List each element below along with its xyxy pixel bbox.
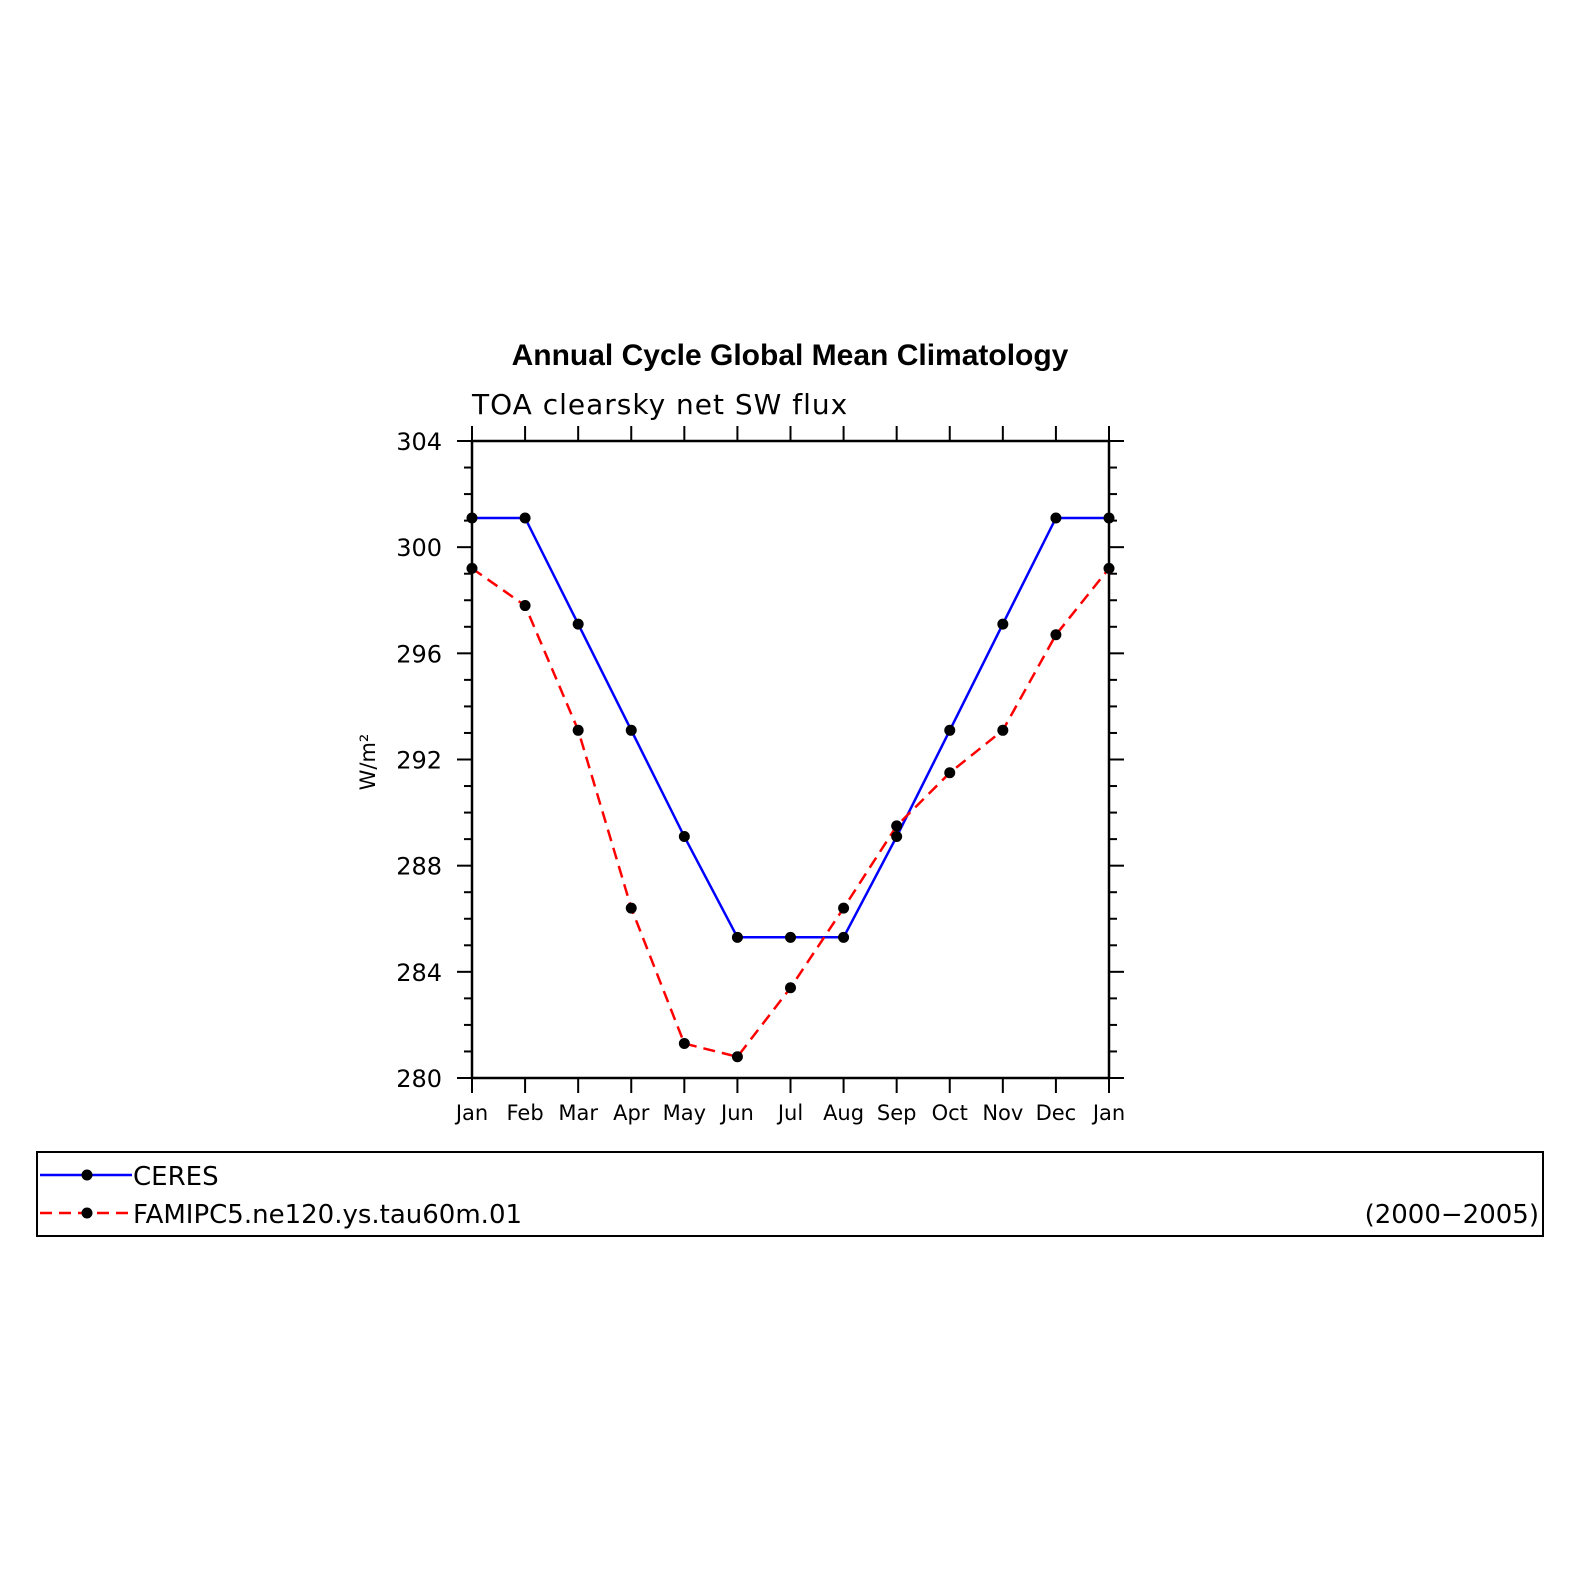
x-tick-label: Feb (506, 1101, 543, 1125)
y-tick-label: 292 (396, 747, 442, 775)
x-tick-label: Jan (1091, 1101, 1125, 1125)
legend-famipc5-marker (81, 1207, 93, 1219)
x-tick-label: Dec (1036, 1101, 1077, 1125)
data-point-famipc5 (731, 1051, 743, 1063)
y-tick-label: 300 (396, 534, 442, 562)
y-tick-label: 296 (396, 640, 442, 668)
data-point-famipc5 (997, 724, 1009, 736)
data-point-famipc5 (1050, 629, 1062, 641)
data-point-ceres (466, 512, 478, 524)
data-point-ceres (625, 724, 637, 736)
data-point-ceres (678, 830, 690, 842)
x-tick-label: Aug (823, 1101, 864, 1125)
y-tick-label: 280 (396, 1065, 442, 1093)
chart-title: Annual Cycle Global Mean Climatology (512, 339, 1069, 372)
data-point-famipc5 (466, 562, 478, 574)
x-tick-label: Sep (877, 1101, 917, 1125)
x-tick-label: Jul (776, 1101, 803, 1125)
legend-ceres-label: CERES (133, 1162, 219, 1192)
legend-entry-famipc5: FAMIPC5.ne120.ys.tau60m.01 (40, 1200, 522, 1230)
data-point-famipc5 (519, 600, 531, 612)
x-tick-label: Mar (558, 1101, 598, 1125)
x-tick-label: Nov (982, 1101, 1023, 1125)
data-point-ceres (838, 931, 850, 943)
data-point-ceres (891, 830, 903, 842)
data-point-famipc5 (785, 982, 796, 994)
legend-period-label: (2000−2005) (1365, 1200, 1539, 1230)
data-point-famipc5 (572, 724, 584, 736)
data-point-ceres (1050, 512, 1062, 524)
plot-area: 280 284 288 292 296 300 304 Jan Feb Mar Apr May Jun J… (396, 426, 1125, 1125)
data-point-famipc5 (944, 767, 956, 779)
y-tick-label: 304 (396, 428, 442, 456)
y-axis-label: W/m² (356, 734, 380, 791)
data-point-ceres (997, 618, 1009, 630)
chart-subtitle: TOA clearsky net SW flux (471, 388, 848, 421)
data-point-famipc5 (678, 1037, 690, 1049)
y-tick-label: 288 (396, 853, 442, 881)
data-point-famipc5 (838, 902, 850, 914)
data-point-ceres (785, 931, 796, 943)
x-tick-label: Jun (719, 1101, 754, 1125)
data-point-ceres (1103, 512, 1115, 524)
data-point-ceres (519, 512, 531, 524)
data-point-ceres (731, 931, 743, 943)
x-tick-label: May (663, 1101, 706, 1125)
x-tick-label: Jan (454, 1101, 488, 1125)
series-line-ceres (472, 516, 1109, 939)
data-point-famipc5 (891, 820, 903, 832)
legend-entry-ceres: CERES (40, 1162, 219, 1192)
x-tick-label: Oct (932, 1101, 968, 1125)
legend-famipc5-label: FAMIPC5.ne120.ys.tau60m.01 (133, 1200, 522, 1230)
y-tick-label: 284 (396, 959, 442, 987)
data-point-ceres (572, 618, 584, 630)
legend-box (36, 1151, 1544, 1237)
data-point-ceres (944, 724, 956, 736)
data-point-famipc5 (625, 902, 637, 914)
legend-ceres-marker (81, 1169, 93, 1181)
x-tick-label: Apr (613, 1101, 650, 1125)
data-point-famipc5 (1103, 562, 1115, 574)
